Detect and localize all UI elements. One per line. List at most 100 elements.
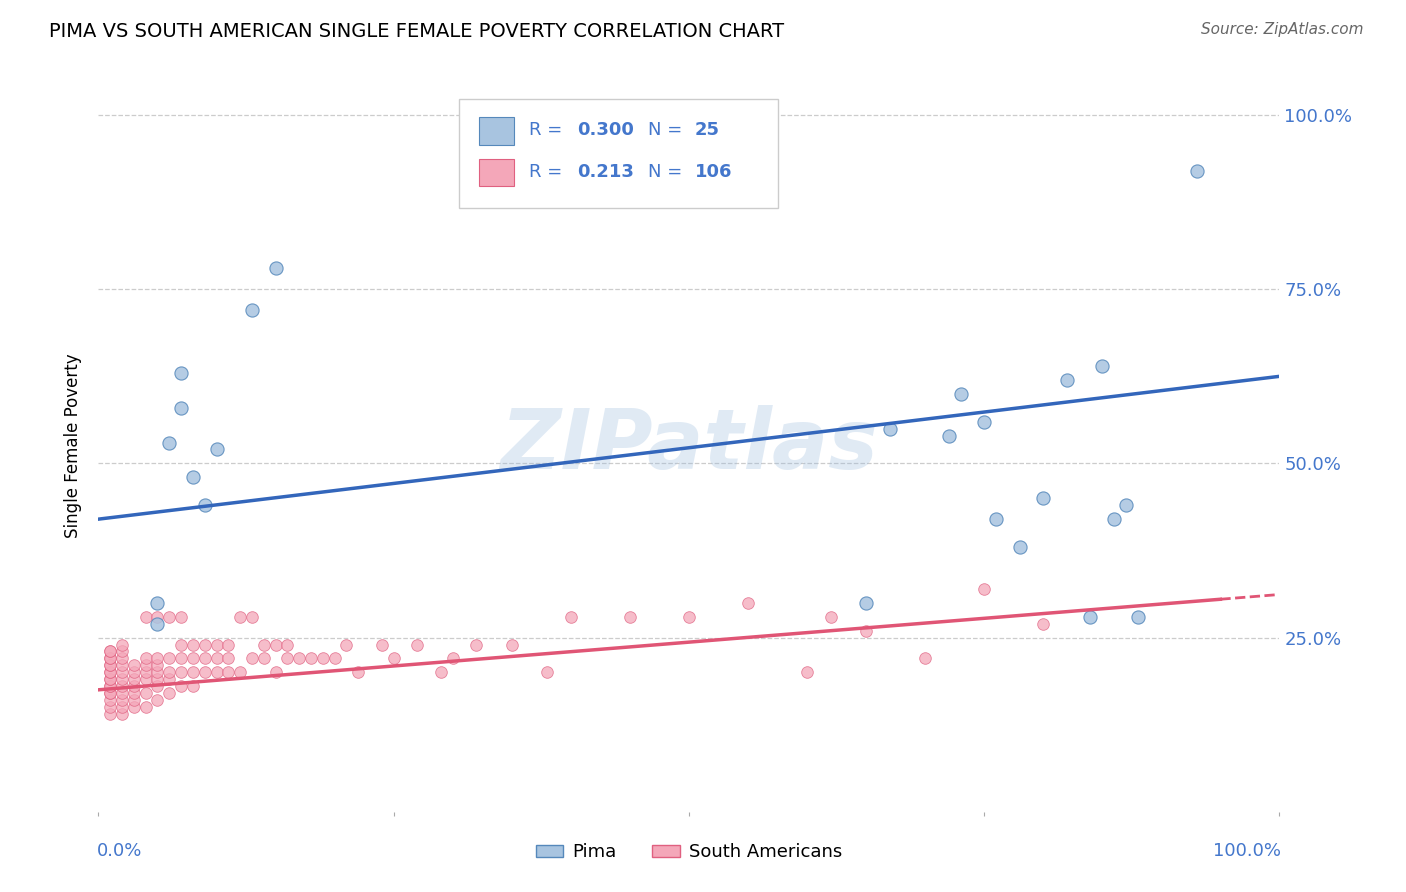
Point (146, 679, 169, 693)
Point (382, 651, 405, 665)
Point (312, 651, 335, 665)
Point (1008, 540, 1031, 554)
Point (157, 665, 180, 680)
Point (170, 679, 193, 693)
Point (98, 673, 121, 687)
Point (335, 638, 357, 652)
Legend: Pima, South Americans: Pima, South Americans (529, 836, 849, 869)
Point (536, 665, 558, 680)
Point (111, 644, 134, 658)
FancyBboxPatch shape (478, 117, 515, 145)
Point (217, 651, 239, 665)
Point (205, 665, 228, 680)
Point (146, 616, 169, 631)
Point (406, 638, 429, 652)
Point (170, 609, 193, 624)
Text: 100.0%: 100.0% (1212, 842, 1281, 860)
Point (98, 665, 121, 680)
Point (323, 651, 346, 665)
Point (157, 686, 180, 700)
Point (98, 700, 121, 714)
Point (111, 693, 134, 707)
Point (98, 673, 121, 687)
Point (157, 651, 180, 665)
Point (855, 596, 877, 610)
Point (371, 638, 394, 652)
Point (1032, 491, 1054, 506)
Point (122, 686, 145, 700)
Point (146, 693, 169, 707)
Point (914, 651, 936, 665)
Point (181, 470, 204, 484)
Point (146, 609, 169, 624)
Point (122, 693, 145, 707)
Point (938, 428, 960, 442)
Text: PIMA VS SOUTH AMERICAN SINGLE FEMALE POVERTY CORRELATION CHART: PIMA VS SOUTH AMERICAN SINGLE FEMALE POV… (49, 22, 785, 41)
Point (135, 658, 157, 673)
Point (194, 665, 217, 680)
Point (1091, 359, 1114, 373)
Point (98, 658, 121, 673)
Point (984, 512, 1007, 526)
Point (98, 651, 121, 665)
Point (205, 442, 228, 457)
Point (194, 498, 217, 512)
Point (98, 658, 121, 673)
Point (122, 658, 145, 673)
Point (264, 261, 287, 276)
Point (678, 609, 700, 624)
Point (181, 651, 204, 665)
Point (146, 658, 169, 673)
Point (879, 421, 901, 435)
Point (465, 638, 488, 652)
Point (1102, 512, 1125, 526)
Point (157, 435, 180, 450)
Point (135, 665, 157, 680)
Point (501, 638, 523, 652)
Point (98, 644, 121, 658)
Point (820, 609, 842, 624)
Y-axis label: Single Female Poverty: Single Female Poverty (65, 354, 83, 538)
Point (253, 638, 276, 652)
Point (170, 651, 193, 665)
Point (157, 673, 180, 687)
Point (240, 609, 263, 624)
Point (170, 665, 193, 680)
Point (205, 638, 228, 652)
Point (111, 707, 134, 722)
Point (1185, 164, 1208, 178)
Point (135, 673, 157, 687)
Point (441, 651, 464, 665)
Point (229, 665, 252, 680)
Point (737, 596, 759, 610)
Point (949, 386, 972, 401)
Text: N =: N = (648, 121, 688, 139)
Point (146, 651, 169, 665)
Point (276, 651, 298, 665)
Point (347, 665, 370, 680)
Point (98, 707, 121, 722)
Point (111, 673, 134, 687)
Point (98, 686, 121, 700)
Point (299, 651, 322, 665)
Point (111, 658, 134, 673)
Point (973, 415, 995, 429)
Point (217, 638, 239, 652)
Point (98, 651, 121, 665)
Point (1032, 616, 1054, 631)
Point (146, 596, 169, 610)
Point (181, 665, 204, 680)
Point (98, 693, 121, 707)
Text: Source: ZipAtlas.com: Source: ZipAtlas.com (1201, 22, 1364, 37)
Point (264, 638, 287, 652)
Text: 0.0%: 0.0% (97, 842, 142, 860)
Point (98, 644, 121, 658)
Text: 0.213: 0.213 (576, 162, 634, 181)
Point (181, 679, 204, 693)
Text: 0.300: 0.300 (576, 121, 634, 139)
Point (170, 366, 193, 380)
Point (111, 679, 134, 693)
Point (111, 665, 134, 680)
Text: R =: R = (530, 162, 568, 181)
Point (1056, 373, 1078, 387)
